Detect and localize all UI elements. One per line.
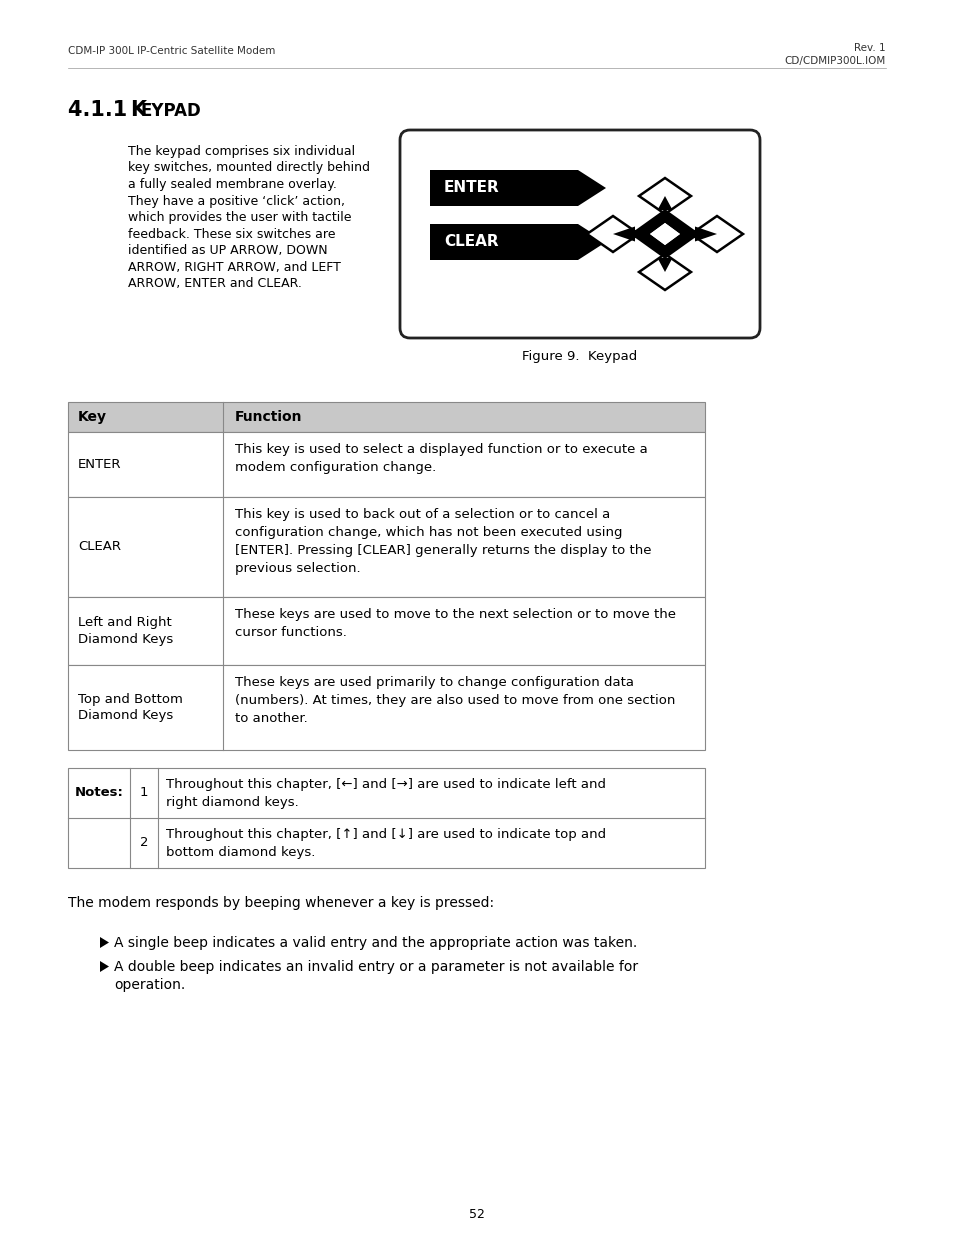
Text: Notes:: Notes: <box>75 787 124 799</box>
Polygon shape <box>613 226 635 242</box>
Text: key switches, mounted directly behind: key switches, mounted directly behind <box>128 162 370 174</box>
Text: CLEAR: CLEAR <box>443 235 498 249</box>
Text: Rev. 1: Rev. 1 <box>854 43 885 53</box>
Polygon shape <box>629 209 700 259</box>
Text: feedback. These six switches are: feedback. These six switches are <box>128 227 335 241</box>
Text: The modem responds by beeping whenever a key is pressed:: The modem responds by beeping whenever a… <box>68 897 494 910</box>
Bar <box>68 432 704 496</box>
Text: EYPAD: EYPAD <box>141 103 201 120</box>
Text: 2: 2 <box>139 836 148 850</box>
Polygon shape <box>586 216 639 252</box>
Text: This key is used to back out of a selection or to cancel a
configuration change,: This key is used to back out of a select… <box>234 508 651 576</box>
Text: CDM-IP 300L IP-Centric Satellite Modem: CDM-IP 300L IP-Centric Satellite Modem <box>68 46 275 56</box>
Text: 4.1.1: 4.1.1 <box>68 100 134 120</box>
Bar <box>68 496 704 597</box>
Text: Key: Key <box>78 410 107 424</box>
Text: identified as UP ARROW, DOWN: identified as UP ARROW, DOWN <box>128 245 327 257</box>
Polygon shape <box>639 178 690 214</box>
Text: Left and Right
Diamond Keys: Left and Right Diamond Keys <box>78 616 173 646</box>
Text: ENTER: ENTER <box>78 458 121 471</box>
Bar <box>68 664 704 750</box>
Text: These keys are used to move to the next selection or to move the
cursor function: These keys are used to move to the next … <box>234 608 676 638</box>
Text: CD/CDMIP300L.IOM: CD/CDMIP300L.IOM <box>784 56 885 65</box>
Polygon shape <box>649 224 679 245</box>
Text: K: K <box>130 100 146 120</box>
Text: which provides the user with tactile: which provides the user with tactile <box>128 211 351 224</box>
Polygon shape <box>695 226 717 242</box>
Text: Throughout this chapter, [←] and [→] are used to indicate left and
right diamond: Throughout this chapter, [←] and [→] are… <box>166 778 605 809</box>
Text: Figure 9.  Keypad: Figure 9. Keypad <box>522 350 637 363</box>
Polygon shape <box>657 258 672 272</box>
Polygon shape <box>690 216 742 252</box>
Polygon shape <box>649 224 679 245</box>
Text: Throughout this chapter, [↑] and [↓] are used to indicate top and
bottom diamond: Throughout this chapter, [↑] and [↓] are… <box>166 827 605 860</box>
Polygon shape <box>100 937 109 948</box>
Text: ARROW, ENTER and CLEAR.: ARROW, ENTER and CLEAR. <box>128 277 301 290</box>
Text: This key is used to select a displayed function or to execute a
modem configurat: This key is used to select a displayed f… <box>234 443 647 474</box>
Bar <box>68 403 704 432</box>
Text: CLEAR: CLEAR <box>78 541 121 553</box>
Polygon shape <box>430 170 605 206</box>
Text: The keypad comprises six individual: The keypad comprises six individual <box>128 144 355 158</box>
Text: operation.: operation. <box>113 978 185 992</box>
Text: A double beep indicates an invalid entry or a parameter is not available for: A double beep indicates an invalid entry… <box>113 960 638 974</box>
Text: 1: 1 <box>139 787 148 799</box>
Text: a fully sealed membrane overlay.: a fully sealed membrane overlay. <box>128 178 336 191</box>
Text: 52: 52 <box>469 1208 484 1221</box>
Polygon shape <box>430 224 605 261</box>
FancyBboxPatch shape <box>399 130 760 338</box>
Text: Function: Function <box>234 410 302 424</box>
Text: Top and Bottom
Diamond Keys: Top and Bottom Diamond Keys <box>78 693 183 722</box>
Bar <box>68 597 704 664</box>
Bar <box>68 768 704 868</box>
Polygon shape <box>657 196 672 210</box>
Text: These keys are used primarily to change configuration data
(numbers). At times, : These keys are used primarily to change … <box>234 676 675 725</box>
Text: They have a positive ‘click’ action,: They have a positive ‘click’ action, <box>128 194 345 207</box>
Text: A single beep indicates a valid entry and the appropriate action was taken.: A single beep indicates a valid entry an… <box>113 936 637 950</box>
Polygon shape <box>639 254 690 290</box>
Text: ARROW, RIGHT ARROW, and LEFT: ARROW, RIGHT ARROW, and LEFT <box>128 261 340 273</box>
Polygon shape <box>100 961 109 972</box>
Text: ENTER: ENTER <box>443 180 499 195</box>
